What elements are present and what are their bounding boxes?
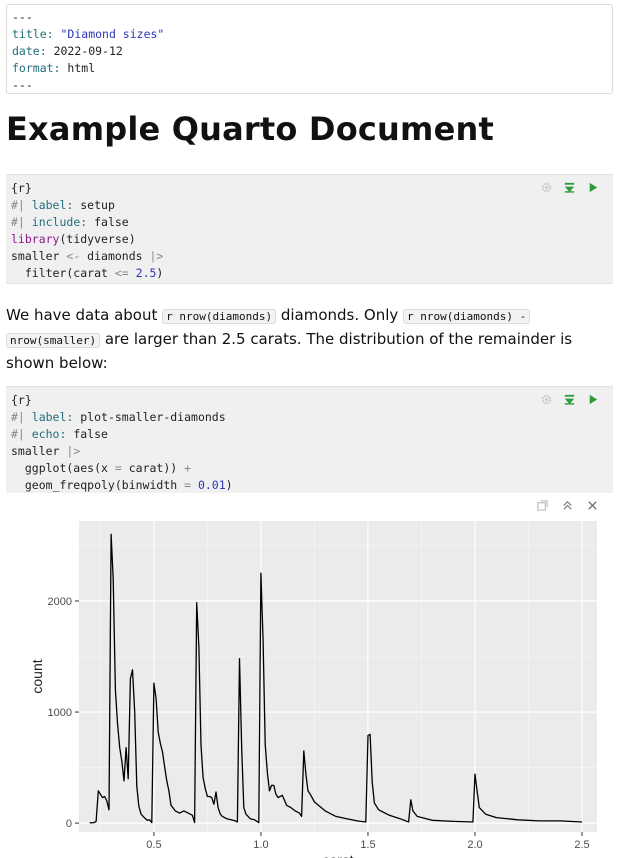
x-tick-label: 0.5 <box>146 839 161 851</box>
yaml-close: --- <box>12 78 33 92</box>
x-axis-label: carat <box>322 852 353 858</box>
yaml-format-line: format: html <box>12 61 96 75</box>
y-axis-ticks: 0 1000 2000 <box>48 596 79 830</box>
inline-code: nrow(smaller) <box>6 333 101 348</box>
x-tick-label: 2.5 <box>574 839 589 851</box>
document-heading: Example Quarto Document <box>6 110 494 148</box>
yaml-key: title <box>12 27 47 41</box>
yaml-value: 2022-09-12 <box>53 44 123 58</box>
plot-panel <box>79 521 597 832</box>
code-line: geom_freqpoly(binwidth = 0.01) <box>11 478 233 492</box>
yaml-value: "Diamond sizes" <box>60 27 165 41</box>
chunk-header: {r} <box>11 181 32 195</box>
yaml-value: html <box>67 61 96 75</box>
code-chunk-setup[interactable]: {r} #| label: setup #| include: false li… <box>6 174 613 284</box>
code-line: smaller <- diamonds |> <box>11 249 164 263</box>
frequency-polygon-chart: 0 1000 2000 0.5 1.0 1.5 2.0 2.5 count carat <box>29 521 597 858</box>
prose-text: are larger than 2.5 carats. The distribu… <box>6 330 573 372</box>
prose-text: We have data about <box>6 306 163 324</box>
y-tick-label: 1000 <box>48 707 72 719</box>
code-line: ggplot(aes(x = carat)) + <box>11 461 192 475</box>
chunk-option-line: #| echo: false <box>11 427 108 441</box>
y-tick-label: 2000 <box>48 596 72 608</box>
gear-icon[interactable] <box>540 393 553 406</box>
yaml-key: format <box>12 61 54 75</box>
code-line: smaller |> <box>11 444 81 458</box>
series-group <box>89 533 583 824</box>
output-toolbar <box>536 499 599 512</box>
prose-text: diamonds. Only <box>276 306 404 324</box>
yaml-open: --- <box>12 10 33 24</box>
chunk-option-line: #| include: false <box>11 215 129 229</box>
code-line: filter(carat <= 2.5) <box>11 266 164 280</box>
y-tick-label: 0 <box>66 818 72 830</box>
gear-icon[interactable] <box>540 181 553 194</box>
run-chunk-icon[interactable] <box>586 393 599 406</box>
yaml-key: date <box>12 44 40 58</box>
collapse-output-icon[interactable] <box>561 499 574 512</box>
clear-output-icon[interactable] <box>586 499 599 512</box>
chunk-option-line: #| label: plot-smaller-diamonds <box>11 410 226 424</box>
x-tick-label: 1.5 <box>360 839 375 851</box>
chunk-toolbar <box>540 393 599 406</box>
yaml-title-line: title: "Diamond sizes" <box>12 27 165 41</box>
chunk-toolbar <box>540 181 599 194</box>
chunk-header: {r} <box>11 393 32 407</box>
chunk-option-line: #| label: setup <box>11 198 115 212</box>
yaml-date-line: date: 2022-09-12 <box>12 44 123 58</box>
inline-code: r nrow(diamonds) - <box>403 309 531 324</box>
x-tick-label: 2.0 <box>467 839 482 851</box>
code-chunk-plot[interactable]: {r} #| label: plot-smaller-diamonds #| e… <box>6 386 613 494</box>
series-line <box>89 533 583 824</box>
code-line: library(tidyverse) <box>11 232 136 246</box>
x-tick-label: 1.0 <box>253 839 268 851</box>
x-axis-ticks: 0.5 1.0 1.5 2.0 2.5 <box>146 832 590 851</box>
prose-paragraph[interactable]: We have data about r nrow(diamonds) diam… <box>6 304 612 374</box>
y-axis-label: count <box>29 659 45 693</box>
yaml-header[interactable]: --- title: "Diamond sizes" date: 2022-09… <box>6 4 613 94</box>
run-chunk-icon[interactable] <box>586 181 599 194</box>
expand-output-icon[interactable] <box>536 499 549 512</box>
run-previous-chunks-icon[interactable] <box>563 181 576 194</box>
chunk-output[interactable]: 0 1000 2000 0.5 1.0 1.5 2.0 2.5 count carat <box>6 493 613 858</box>
run-previous-chunks-icon[interactable] <box>563 393 576 406</box>
inline-code: r nrow(diamonds) <box>162 309 277 324</box>
